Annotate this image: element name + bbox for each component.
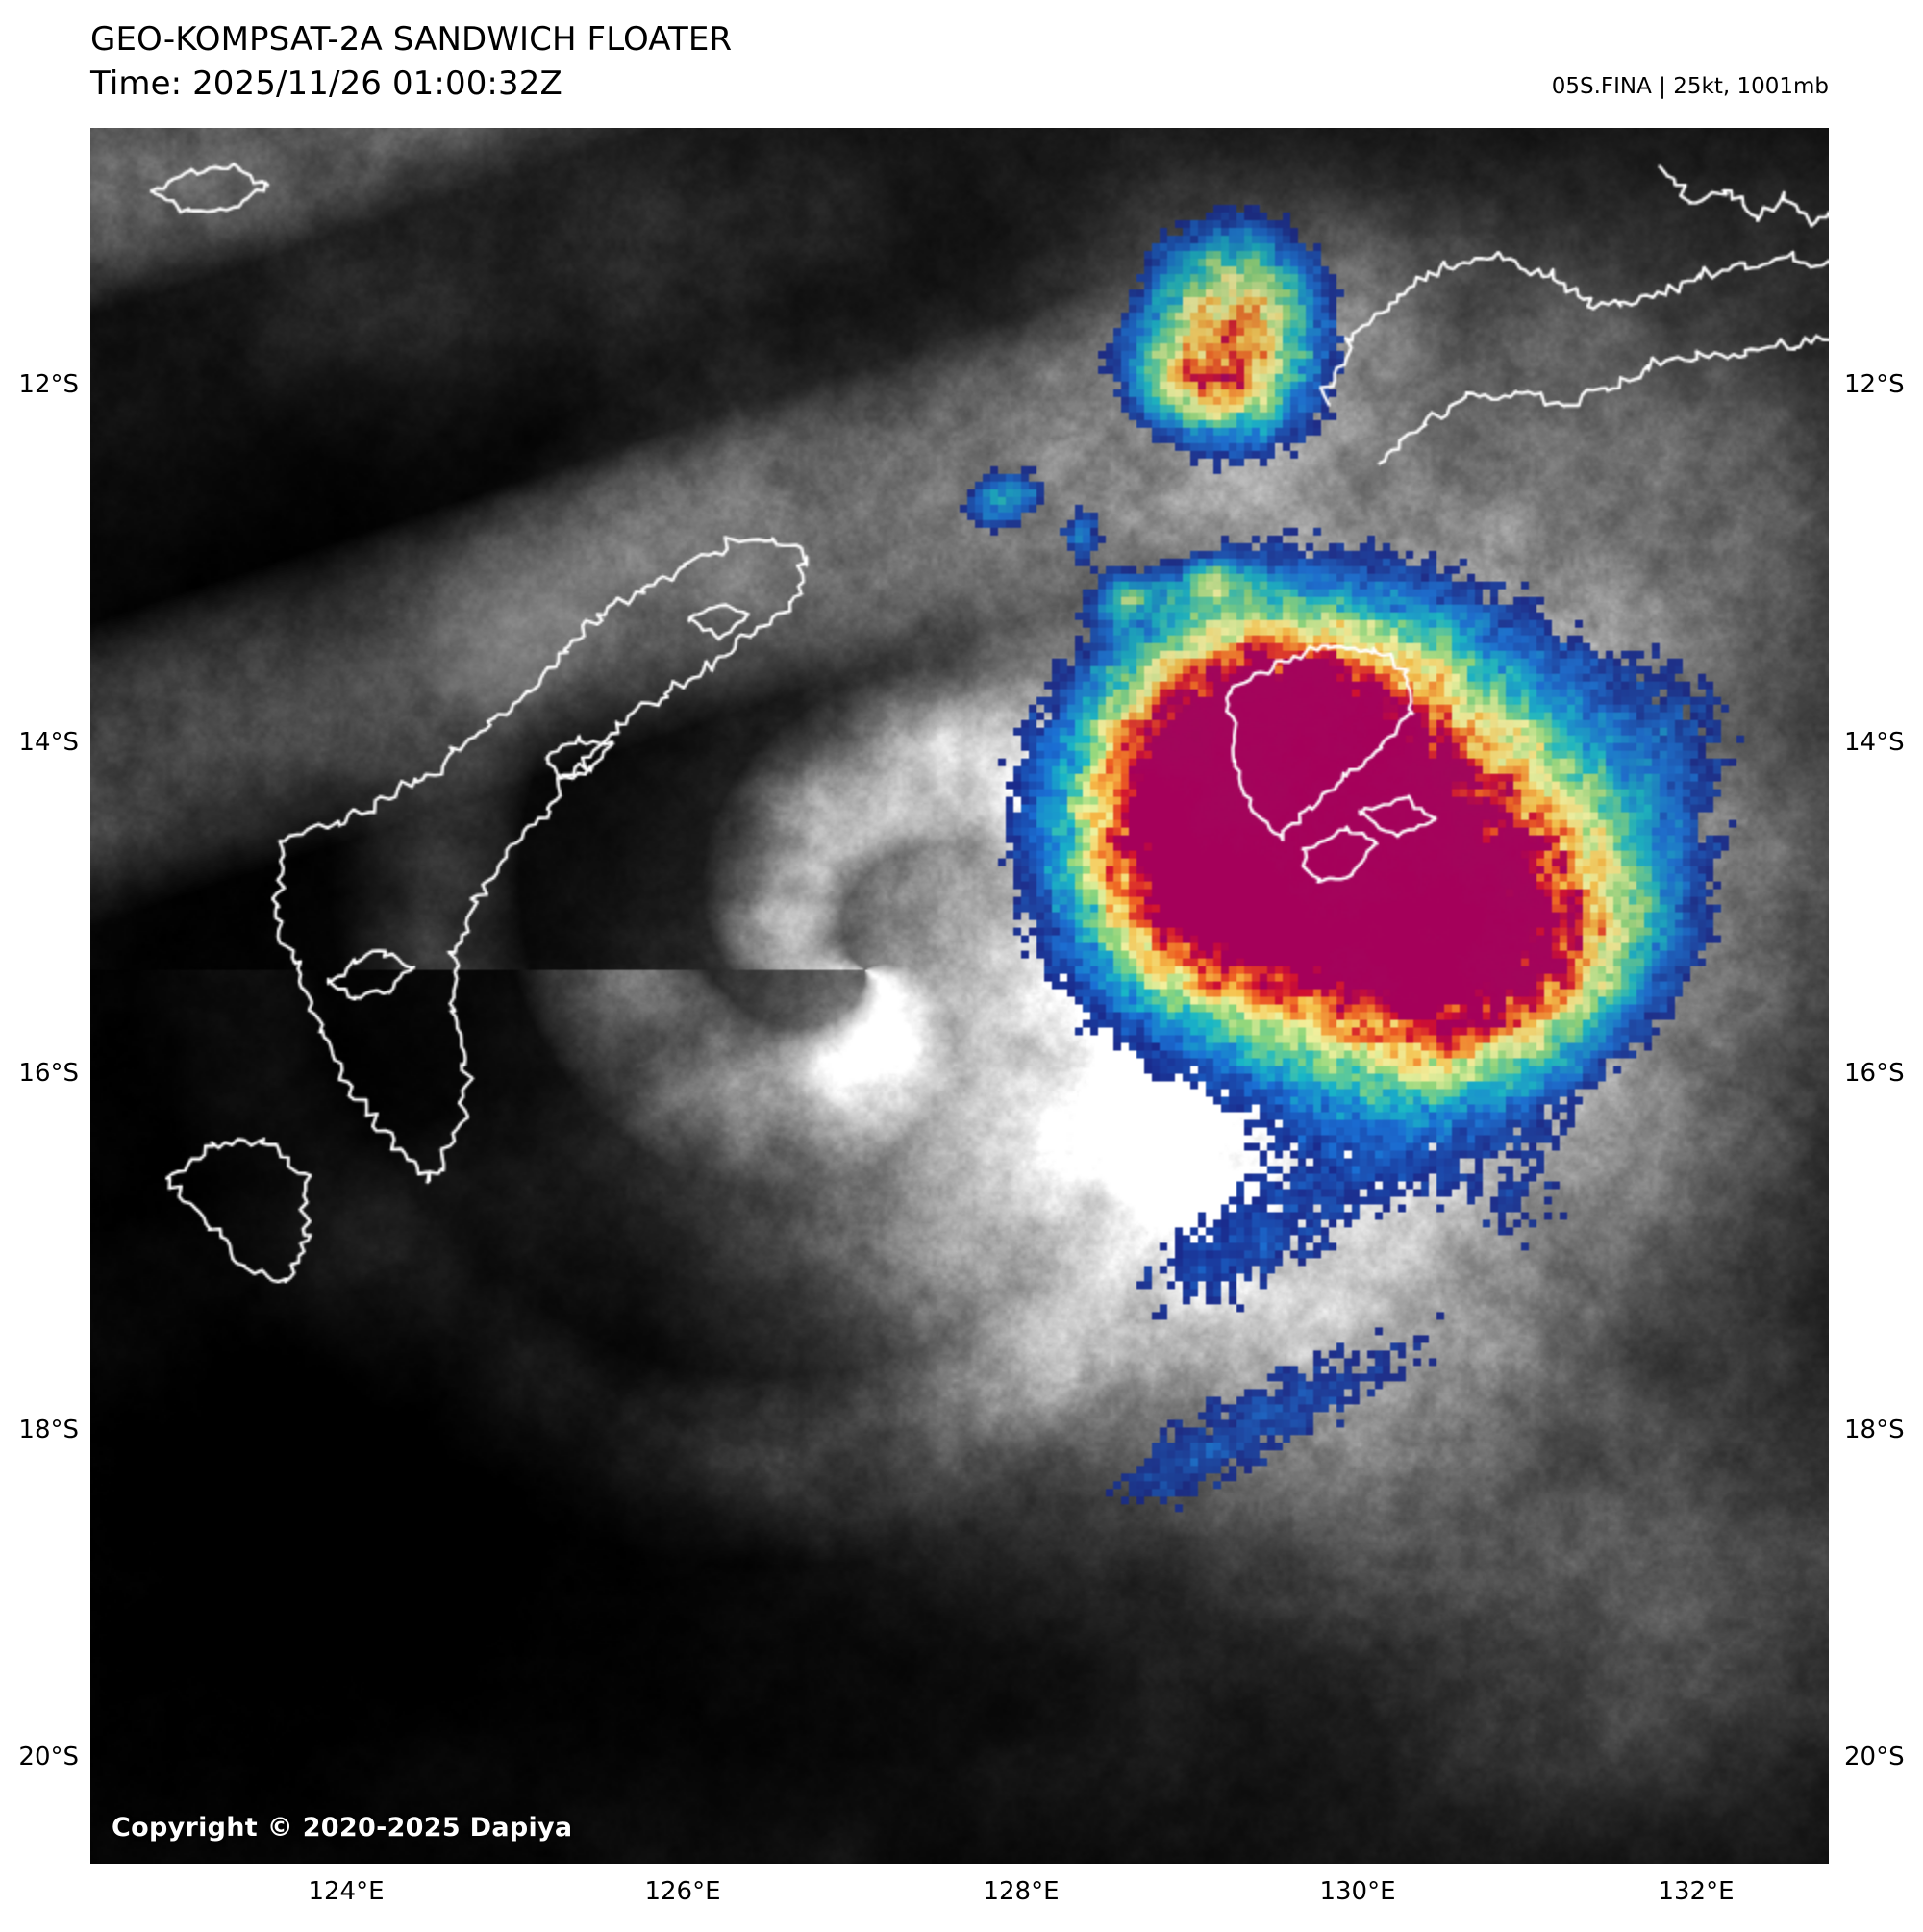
page-title: GEO-KOMPSAT-2A SANDWICH FLOATER — [90, 20, 733, 59]
lat-tick-label-right: 20°S — [1844, 1743, 1905, 1771]
lat-tick-label-right: 18°S — [1844, 1416, 1905, 1444]
header: GEO-KOMPSAT-2A SANDWICH FLOATER Time: 20… — [0, 0, 1923, 128]
copyright-label: Copyright © 2020-2025 Dapiya — [112, 1813, 573, 1843]
lat-tick-label-left: 16°S — [18, 1059, 79, 1088]
lon-tick-label: 124°E — [308, 1877, 385, 1906]
lon-tick-label: 130°E — [1319, 1877, 1396, 1906]
storm-info-label: 05S.FINA | 25kt, 1001mb — [1551, 74, 1829, 99]
lon-tick-label: 126°E — [644, 1877, 721, 1906]
lat-tick-label-right: 12°S — [1844, 370, 1905, 399]
satellite-image-plot[interactable]: Copyright © 2020-2025 Dapiya — [90, 128, 1829, 1864]
lat-tick-label-right: 14°S — [1844, 728, 1905, 757]
lat-tick-label-left: 20°S — [18, 1743, 79, 1771]
lat-tick-label-left: 18°S — [18, 1416, 79, 1444]
title-block: GEO-KOMPSAT-2A SANDWICH FLOATER Time: 20… — [90, 17, 732, 106]
timestamp-label: Time: 2025/11/26 01:00:32Z — [90, 64, 562, 103]
satellite-imagery-canvas — [90, 128, 1829, 1864]
lon-tick-label: 132°E — [1658, 1877, 1735, 1906]
lat-tick-label-right: 16°S — [1844, 1059, 1905, 1088]
lat-tick-label-left: 14°S — [18, 728, 79, 757]
lon-tick-label: 128°E — [983, 1877, 1060, 1906]
lat-tick-label-left: 12°S — [18, 370, 79, 399]
